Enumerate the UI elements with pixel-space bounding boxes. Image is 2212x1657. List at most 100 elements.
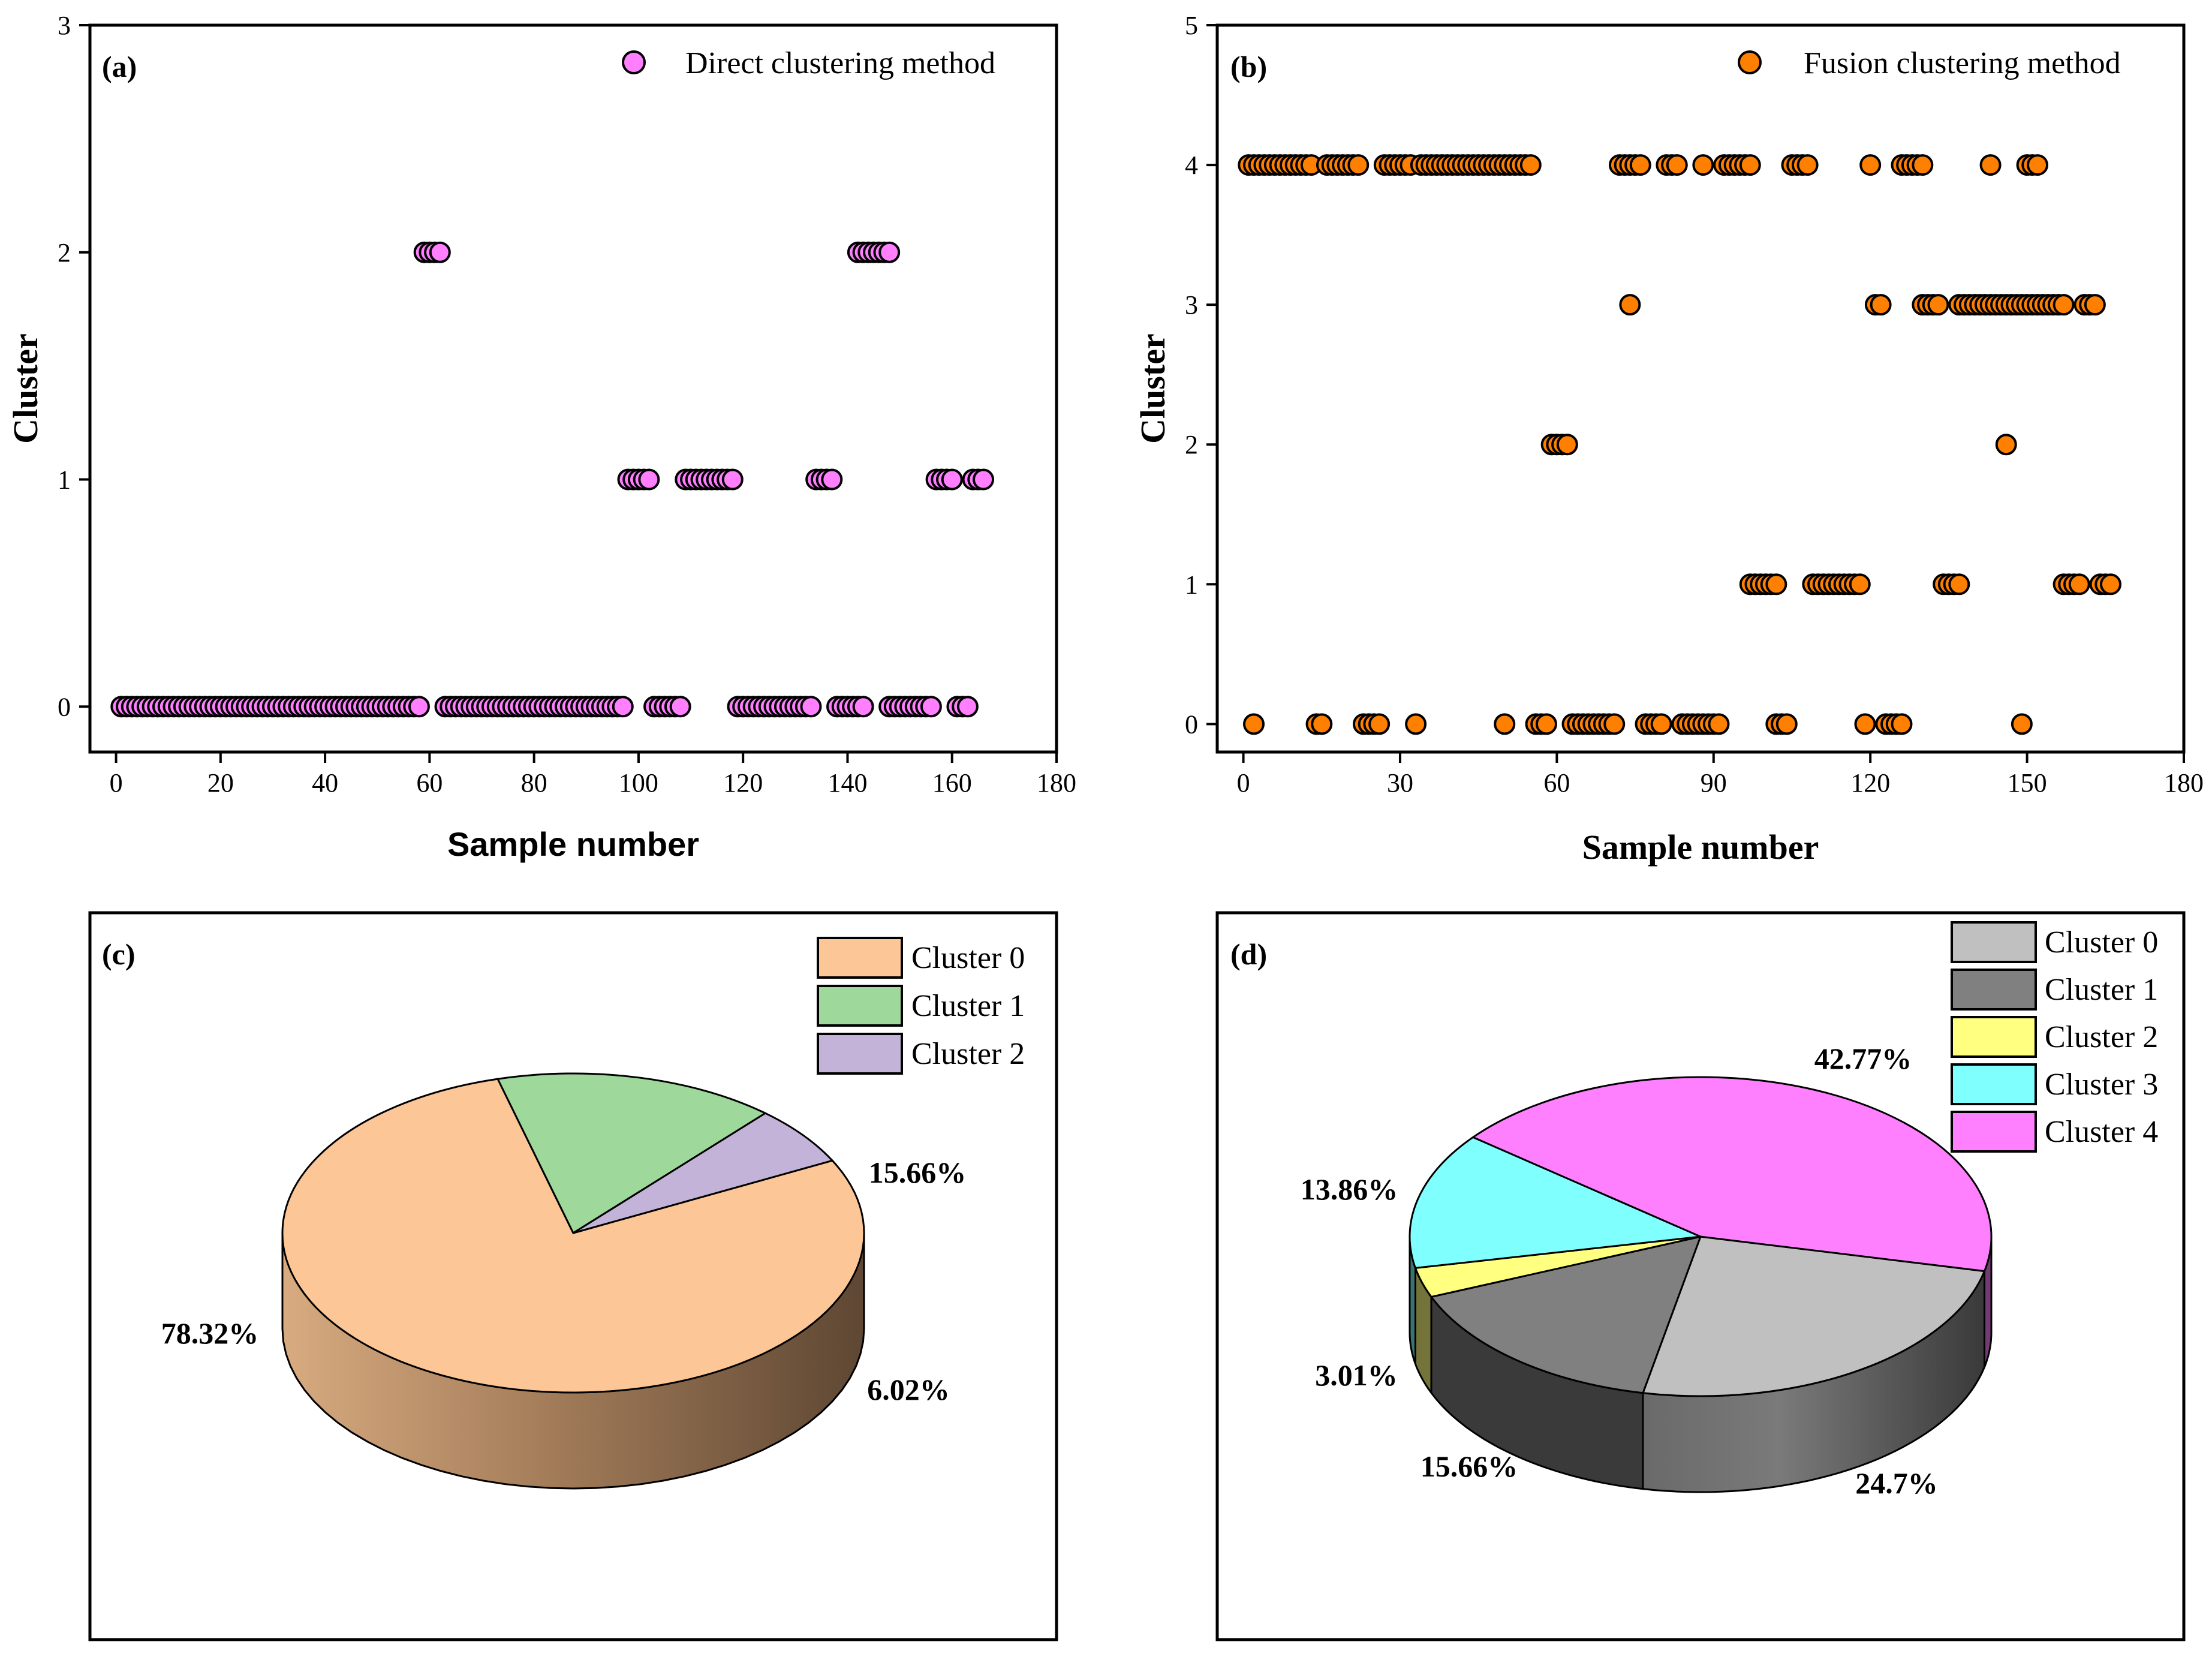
data-point — [1739, 154, 1761, 176]
legend-label: Cluster 2 — [911, 1037, 1025, 1071]
data-point — [800, 696, 822, 718]
panel-b-frame — [1215, 23, 2186, 754]
data-point — [2100, 573, 2122, 596]
legend-swatch — [817, 985, 903, 1027]
data-point — [1692, 154, 1714, 176]
panel-c-legend: Cluster 0 Cluster 1 Cluster 2 — [817, 937, 1025, 1075]
data-point — [1494, 713, 1516, 735]
panel-b-label: (b) — [1230, 50, 1267, 83]
panel-b-legend: Fusion clustering method — [1738, 46, 2121, 80]
legend-label: Cluster 0 — [2045, 925, 2158, 960]
pie-slice — [1641, 1235, 1986, 1397]
legend-label: Cluster 0 — [911, 941, 1025, 975]
panel-b-points — [1238, 154, 2122, 735]
pie-value-label: 42.77% — [1814, 1042, 1912, 1075]
data-point — [1775, 713, 1798, 735]
x-tick-label: 120 — [1850, 768, 1890, 798]
data-point — [1765, 573, 1787, 596]
x-tick-label: 0 — [110, 768, 123, 798]
panel-b-ylabel: Cluster — [1133, 333, 1172, 444]
y-tick-label: 5 — [1185, 11, 1198, 40]
data-point — [1556, 434, 1578, 456]
data-point — [2068, 573, 2090, 596]
x-tick-label: 90 — [1701, 768, 1727, 798]
pie-slice — [573, 1112, 834, 1234]
data-point — [1242, 713, 1265, 735]
data-point — [1650, 713, 1672, 735]
y-tick-label: 3 — [58, 11, 71, 40]
panel-b-axes: 0 30 60 90 120 150 180 0 1 2 3 4 5 — [1185, 11, 2204, 798]
legend-swatch — [817, 937, 903, 979]
data-point — [956, 696, 979, 718]
legend-label: Cluster 1 — [911, 989, 1025, 1023]
pie-slice — [1429, 1235, 1702, 1394]
pie-value-label: 78.32% — [161, 1316, 259, 1350]
pie-value-label: 15.66% — [869, 1156, 967, 1189]
data-point — [1854, 713, 1876, 735]
data-point — [1849, 573, 1871, 596]
y-tick-label: 4 — [1185, 151, 1198, 180]
x-tick-label: 100 — [619, 768, 658, 798]
y-tick-label: 3 — [1185, 290, 1198, 320]
data-point — [1603, 713, 1626, 735]
data-point — [721, 468, 744, 491]
panel-a-legend-marker — [622, 50, 646, 74]
panel-a-axes: 0 20 40 60 80 100 120 140 160 180 0 1 2 3 — [58, 11, 1076, 798]
data-point — [2053, 294, 2075, 316]
x-tick-label: 60 — [416, 768, 443, 798]
data-point — [1311, 713, 1333, 735]
legend-label: Cluster 4 — [2045, 1115, 2158, 1149]
x-tick-label: 20 — [207, 768, 234, 798]
panel-a-points — [110, 241, 995, 718]
x-tick-label: 160 — [932, 768, 972, 798]
data-point — [920, 696, 942, 718]
panel-b-xlabel: Sample number — [1582, 828, 1819, 867]
data-point — [1405, 713, 1427, 735]
legend-label: Cluster 2 — [2045, 1020, 2158, 1054]
data-point — [1995, 434, 2017, 456]
x-tick-label: 0 — [1237, 768, 1250, 798]
data-point — [1891, 713, 1913, 735]
pie-value-label: 15.66% — [1421, 1450, 1518, 1483]
data-point — [429, 241, 451, 263]
data-point — [2084, 294, 2106, 316]
pie-slice — [1471, 1076, 1993, 1273]
y-tick-label: 2 — [58, 238, 71, 267]
x-tick-label: 60 — [1543, 768, 1570, 798]
panel-d-legend: Cluster 0 Cluster 1 Cluster 2 Cluster 3 Clus… — [1951, 921, 2158, 1153]
data-point — [1629, 154, 1651, 176]
panel-a-label: (a) — [102, 50, 137, 83]
panel-c-label: (c) — [102, 937, 136, 971]
legend-swatch — [1951, 1063, 2037, 1105]
panel-b-legend-label: Fusion clustering method — [1804, 46, 2121, 80]
legend-swatch — [1951, 921, 2037, 963]
panel-d-pie: (d) Cluster 0 Cluster 1 Cluster 2 Cluster 3… — [1215, 911, 2186, 1641]
data-point — [1927, 294, 1949, 316]
legend-swatch — [1951, 1111, 2037, 1153]
pie-slice — [496, 1072, 768, 1235]
pie-top-slices — [281, 1072, 865, 1394]
x-tick-label: 30 — [1387, 768, 1413, 798]
x-tick-label: 80 — [521, 768, 547, 798]
panel-c-pie: (c) Cluster 0 Cluster 1 Cluster 2 78.32% 15… — [88, 911, 1058, 1641]
panel-d-pie-body — [1409, 1076, 1993, 1493]
data-point — [408, 696, 430, 718]
y-tick-label: 2 — [1185, 430, 1198, 459]
legend-swatch — [1951, 1016, 2037, 1058]
pie-value-label: 3.01% — [1315, 1358, 1398, 1392]
panel-c-pie-body — [281, 1072, 865, 1490]
pie-value-label: 6.02% — [867, 1373, 950, 1406]
legend-swatch — [1951, 969, 2037, 1011]
pie-top-slices — [1409, 1076, 1993, 1397]
data-point — [2011, 713, 2033, 735]
x-tick-label: 180 — [2164, 768, 2204, 798]
x-tick-label: 140 — [827, 768, 867, 798]
x-tick-label: 180 — [1037, 768, 1076, 798]
data-point — [1666, 154, 1688, 176]
data-point — [941, 468, 963, 491]
data-point — [669, 696, 691, 718]
y-tick-label: 1 — [58, 465, 71, 495]
data-point — [1347, 154, 1370, 176]
data-point — [1979, 154, 2002, 176]
